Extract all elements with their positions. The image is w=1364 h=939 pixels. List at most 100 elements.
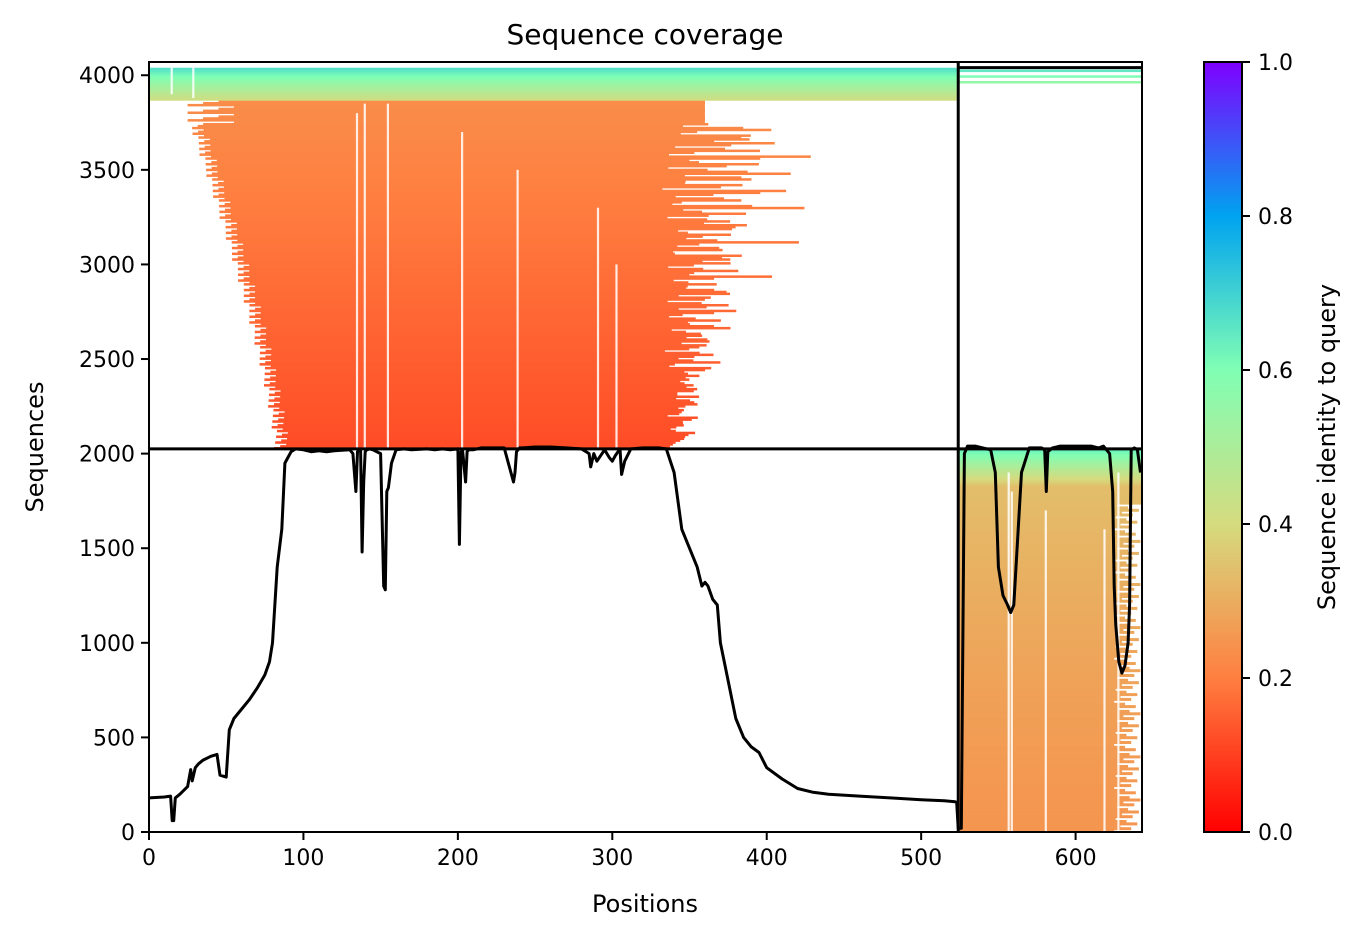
msa-row xyxy=(232,258,731,261)
msa-row xyxy=(958,484,1142,488)
msa-row xyxy=(958,477,1142,481)
msa-row xyxy=(243,300,668,303)
msa-row xyxy=(231,241,799,244)
plot-area: 0 100 200 300 400 500 600 0 500 1000 1500 2000 2500… xyxy=(79,61,1143,871)
msa-row xyxy=(269,387,698,391)
msa-row xyxy=(958,604,1127,608)
msa-row xyxy=(260,346,700,349)
msa-row xyxy=(272,420,683,423)
msa-row xyxy=(224,203,673,206)
msa-row xyxy=(265,361,721,364)
msa-row xyxy=(237,267,704,271)
msa-row xyxy=(958,652,1121,656)
msa-row xyxy=(274,403,698,406)
msa-row xyxy=(958,640,1122,644)
msa-row xyxy=(225,208,684,212)
msa-row xyxy=(958,798,1141,802)
msa-row xyxy=(958,767,1139,771)
msa-row xyxy=(218,182,685,185)
msa-row xyxy=(269,393,678,397)
msa-row xyxy=(958,676,1118,680)
msa-row xyxy=(203,109,705,113)
msa-row xyxy=(230,201,682,204)
msa-row xyxy=(958,468,1142,471)
msa-row xyxy=(192,126,744,130)
msa-row xyxy=(284,416,698,419)
gap-stripe xyxy=(1044,510,1047,832)
gap-stripe xyxy=(1007,472,1010,832)
gap-stripe xyxy=(363,103,366,449)
msa-row xyxy=(958,511,1122,515)
msa-row xyxy=(281,439,681,442)
msa-row xyxy=(958,590,1118,594)
msa-row xyxy=(958,743,1115,747)
msa-row xyxy=(197,124,683,128)
msa-row xyxy=(958,494,1142,498)
msa-row xyxy=(209,138,750,141)
msa-row xyxy=(278,412,680,416)
msa-row xyxy=(149,75,1142,78)
msa-row xyxy=(255,313,683,317)
msa-row xyxy=(276,368,706,372)
msa-row xyxy=(204,145,676,149)
msa-row xyxy=(958,719,1118,723)
msa-row xyxy=(198,142,775,145)
msa-row xyxy=(958,537,1130,541)
msa-row xyxy=(203,128,772,132)
msa-row xyxy=(206,168,708,172)
msa-row xyxy=(198,136,742,139)
msa-row xyxy=(958,781,1121,785)
msa-row xyxy=(249,281,689,284)
msa-row xyxy=(260,334,703,337)
msa-row xyxy=(287,437,685,440)
msa-row xyxy=(265,355,695,358)
msa-row xyxy=(254,330,687,334)
msa-row xyxy=(266,326,731,330)
msa-row xyxy=(958,753,1130,756)
msa-row xyxy=(213,195,676,198)
msa-row xyxy=(187,119,705,122)
msa-row xyxy=(270,370,685,374)
msa-row xyxy=(233,105,705,109)
msa-heatmap xyxy=(149,67,1142,832)
colorbar-tick-label: 1.0 xyxy=(1258,51,1293,76)
msa-row xyxy=(958,712,1141,716)
colorbar: 0.0 0.2 0.4 0.6 0.8 1.0 Sequence identity to … xyxy=(1203,51,1341,846)
msa-row xyxy=(958,618,1136,622)
x-tick-label: 100 xyxy=(282,846,324,871)
msa-row xyxy=(958,657,1115,661)
msa-row xyxy=(271,347,690,351)
msa-row xyxy=(958,628,1124,632)
msa-row xyxy=(958,456,1142,460)
msa-row xyxy=(254,336,687,339)
msa-row xyxy=(958,671,1124,675)
msa-row xyxy=(958,726,1122,730)
msa-row xyxy=(958,755,1141,759)
msa-row xyxy=(149,98,957,101)
msa-row xyxy=(958,539,1141,543)
msa-row xyxy=(210,143,732,147)
msa-row xyxy=(286,443,673,446)
msa-row xyxy=(958,707,1119,711)
plot-frame xyxy=(148,61,1143,833)
msa-row xyxy=(282,433,689,437)
msa-row xyxy=(211,161,700,164)
msa-row xyxy=(958,559,1116,562)
msa-row xyxy=(958,453,1142,457)
msa-row xyxy=(958,664,1119,668)
gap-stripe xyxy=(596,207,600,449)
msa-row xyxy=(237,250,674,254)
msa-row xyxy=(958,810,1139,814)
msa-row xyxy=(149,79,957,82)
msa-row xyxy=(233,113,705,116)
msa-row xyxy=(271,426,677,429)
msa-row xyxy=(958,614,1115,618)
msa-row xyxy=(958,791,1136,795)
gap-stripe xyxy=(192,67,195,98)
msa-row xyxy=(280,389,694,393)
msa-row xyxy=(149,81,1142,84)
msa-row xyxy=(958,812,1122,816)
msa-row xyxy=(275,441,676,444)
msa-row xyxy=(216,159,690,162)
y-tick-label: 2500 xyxy=(79,348,135,373)
